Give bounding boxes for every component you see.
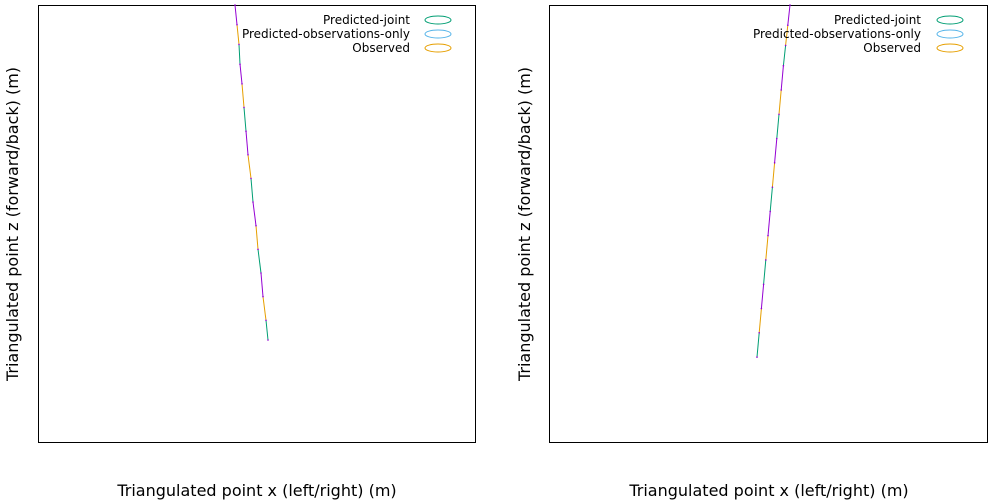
- data-point: [267, 339, 269, 341]
- track-segment: [238, 44, 241, 65]
- legend: Predicted-jointPredicted-observations-on…: [242, 13, 452, 55]
- data-point: [784, 44, 787, 47]
- data-point: [780, 89, 782, 91]
- track-segment: [780, 65, 784, 91]
- track-segment: [769, 187, 773, 212]
- track-segment: [763, 259, 767, 285]
- data-points: [756, 4, 791, 358]
- track-segment: [760, 284, 765, 309]
- data-point: [245, 130, 247, 132]
- track-segment: [758, 308, 762, 333]
- legend-label: Predicted-joint: [323, 13, 410, 27]
- legend-label: Observed: [352, 41, 410, 55]
- data-point: [778, 113, 780, 116]
- track-segment: [262, 296, 267, 321]
- track-segment: [257, 249, 262, 274]
- data-point: [789, 4, 791, 6]
- track-segment: [767, 211, 771, 236]
- track-segment: [787, 4, 791, 26]
- data-point: [241, 83, 243, 85]
- data-point: [773, 162, 776, 164]
- track-segment: [771, 162, 776, 188]
- data-point: [262, 295, 264, 298]
- legend-label: Observed: [863, 41, 921, 55]
- data-point: [782, 64, 785, 67]
- data-point: [239, 63, 241, 65]
- legend-label: Predicted-observations-only: [242, 27, 410, 41]
- data-point: [265, 319, 267, 322]
- data-point: [236, 23, 238, 26]
- track-segment: [247, 154, 252, 179]
- x-axis-label: Triangulated point x (left/right) (m): [116, 481, 396, 500]
- track-segment: [234, 4, 238, 25]
- y-axis-label: Triangulated point z (forward/back) (m): [515, 67, 534, 382]
- track-segment: [243, 107, 247, 132]
- legend-label: Predicted-observations-only: [753, 27, 921, 41]
- data-point: [787, 24, 789, 27]
- track-segment: [785, 25, 789, 46]
- data-point: [760, 307, 763, 310]
- legend: Predicted-jointPredicted-observations-on…: [753, 13, 964, 55]
- track-segment: [255, 225, 259, 250]
- track-segment: [782, 45, 787, 66]
- data-point: [243, 106, 245, 109]
- legend-marker: [936, 29, 964, 39]
- legend-marker: [424, 15, 452, 25]
- data-point: [771, 186, 774, 188]
- data-point: [765, 259, 767, 261]
- chart-panel-left: Predicted-jointPredicted-observations-on…: [3, 4, 476, 500]
- track-segment: [236, 24, 240, 45]
- track-segment: [776, 114, 780, 139]
- data-point: [762, 283, 765, 286]
- data-point: [257, 248, 259, 251]
- data-point: [758, 332, 760, 334]
- track-segment: [245, 131, 249, 155]
- data-point: [234, 4, 236, 6]
- track-segment: [756, 332, 760, 358]
- legend-marker: [936, 15, 964, 25]
- data-point: [255, 224, 257, 227]
- track-segment: [239, 64, 243, 84]
- track-segment: [250, 178, 254, 203]
- y-axis-label: Triangulated point z (forward/back) (m): [3, 67, 22, 382]
- data-point: [260, 272, 262, 274]
- data-point: [238, 43, 240, 46]
- plot-frame: [38, 5, 476, 443]
- data-point: [769, 210, 771, 213]
- legend-marker: [936, 43, 964, 53]
- track-segment: [778, 89, 782, 115]
- track-segment: [765, 235, 769, 261]
- track-segment: [260, 272, 264, 297]
- legend-label: Predicted-joint: [834, 13, 921, 27]
- track-segment: [265, 320, 269, 341]
- chart-panel-right: Predicted-jointPredicted-observations-on…: [515, 4, 988, 500]
- x-axis-label: Triangulated point x (left/right) (m): [628, 481, 908, 500]
- legend-marker: [424, 43, 452, 53]
- track-segment: [252, 201, 257, 226]
- data-point: [756, 356, 758, 358]
- data-point: [767, 234, 769, 237]
- data-point: [250, 177, 252, 180]
- data-points: [234, 4, 269, 341]
- track-segment: [774, 138, 778, 163]
- legend-marker: [424, 29, 452, 39]
- track-segment: [241, 83, 245, 108]
- data-point: [776, 137, 778, 140]
- plot-frame: [549, 5, 988, 443]
- data-point: [247, 153, 249, 156]
- data-point: [252, 201, 254, 203]
